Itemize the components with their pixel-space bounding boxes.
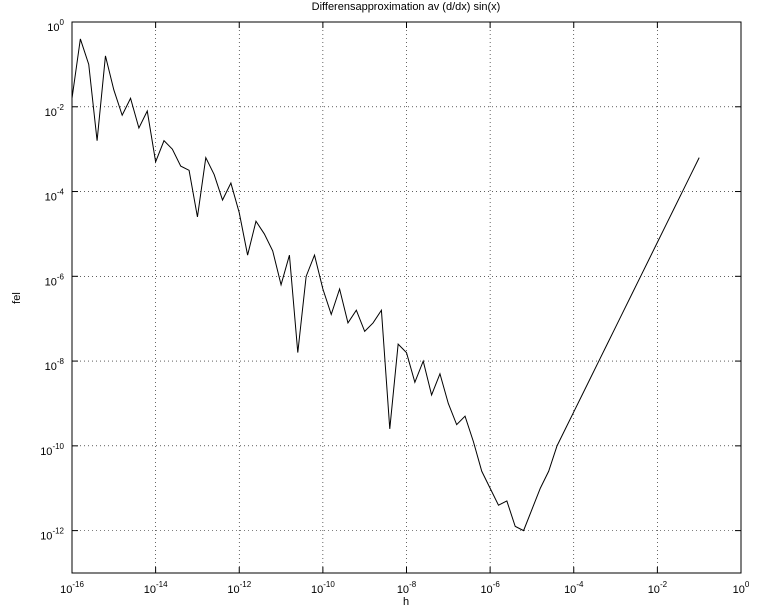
tick-label: 10-10 — [40, 442, 64, 458]
data-line — [71, 38, 700, 532]
plot-frame — [71, 21, 742, 574]
tick-label: 10-4 — [45, 188, 65, 204]
tick-label: 10-14 — [144, 580, 168, 596]
tick-label: 10-12 — [227, 580, 251, 596]
tick-label: 10-10 — [311, 580, 335, 596]
chart-title: Differensapproximation av (d/dx) sin(x) — [312, 1, 501, 13]
tick-label: 10-2 — [648, 580, 668, 596]
tick-label: 100 — [47, 18, 64, 34]
y-axis-label: fel — [11, 292, 23, 304]
tick-label: 10-2 — [45, 103, 65, 119]
tick-label: 10-8 — [397, 580, 417, 596]
tick-label: 10-8 — [45, 357, 65, 373]
tick-label: 10-12 — [40, 527, 64, 543]
tick-label: 100 — [733, 580, 750, 596]
tick-label: 10-16 — [60, 580, 84, 596]
tick-label: 10-4 — [564, 580, 584, 596]
x-axis-label: h — [403, 596, 409, 608]
tick-label: 10-6 — [480, 580, 500, 596]
tick-label: 10-6 — [45, 272, 65, 288]
